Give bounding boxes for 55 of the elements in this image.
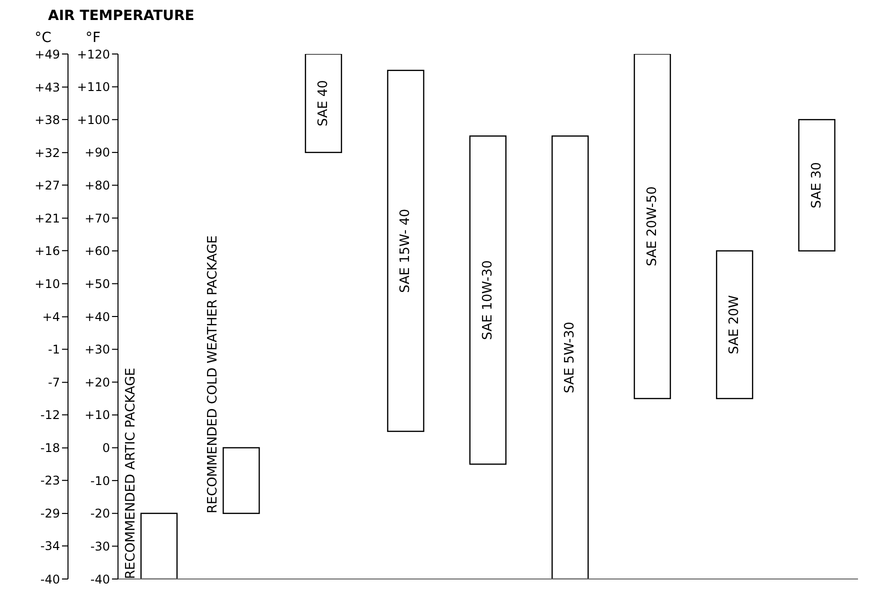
y-tick-label: +100: [77, 112, 110, 127]
x-tick-label: SAE 40: [316, 80, 331, 126]
x-tick-label: SAE 20W: [727, 295, 742, 354]
bar: [222, 447, 260, 514]
y-tick-label: +10: [84, 408, 110, 422]
y-tick-label: +90: [84, 146, 110, 160]
y-tick-label: -10: [90, 474, 110, 488]
bar: [716, 250, 754, 400]
y2-tick-label: +4: [42, 310, 60, 324]
bar: [552, 135, 589, 579]
bar: [469, 135, 507, 465]
y-tick-label: 0: [102, 441, 110, 456]
y-tick-label: +40: [84, 310, 110, 324]
y-tick-label: +60: [84, 244, 110, 258]
y2-tick-label: -1: [48, 342, 60, 357]
y2-tick-label: +16: [34, 244, 60, 258]
y2-tick-label: +27: [34, 178, 60, 192]
bar: [798, 119, 836, 252]
bar: [387, 70, 424, 432]
y2-tick-label: +38: [34, 112, 60, 127]
y2-tick-label: +10: [34, 276, 60, 291]
x-tick-label: RECOMMENDED COLD WEATHER PACKAGE: [206, 235, 221, 514]
y2-tick-label: +43: [34, 80, 60, 94]
x-tick-label: SAE 5W-30: [562, 322, 578, 394]
chart-title: AIR TEMPERATURE: [47, 8, 196, 24]
y-tick-label: +70: [84, 211, 110, 226]
bar: [140, 512, 178, 579]
y-axis-title: °F: [85, 30, 101, 46]
y-tick-label: +80: [84, 178, 110, 193]
x-tick-label: RECOMMENDED ARTIC PACKAGE: [124, 368, 139, 579]
x-tick-label: SAE 30: [809, 162, 824, 208]
y2-tick-label: -34: [40, 539, 60, 554]
y2-tick-label: +32: [34, 146, 60, 160]
y2-tick-label: -7: [48, 376, 60, 390]
x-tick-label: SAE 15W- 40: [398, 208, 414, 293]
y2-tick-label: +21: [34, 211, 60, 226]
y2-tick-label: +49: [34, 47, 60, 62]
y-tick-label: +50: [84, 276, 110, 291]
y-tick-label: -20: [90, 506, 110, 521]
y2-axis-title: °C: [34, 30, 52, 46]
y-tick-label: +20: [84, 375, 110, 390]
y-tick-label: +120: [77, 47, 110, 62]
bar: [634, 54, 671, 400]
y-tick-label: +30: [84, 342, 110, 357]
y-tick-label: -30: [90, 539, 110, 554]
y2-tick-label: -12: [40, 408, 60, 422]
y2-tick-label: -18: [40, 441, 60, 456]
y2-tick-label: -29: [40, 506, 60, 521]
y-tick-label: -40: [90, 572, 110, 586]
y2-tick-label: -23: [40, 474, 60, 488]
x-tick-label: SAE 10W-30: [480, 260, 496, 340]
bar: [304, 54, 342, 154]
y-tick-label: +110: [77, 80, 110, 94]
x-tick-label: SAE 20W-50: [644, 186, 660, 266]
y2-tick-label: -40: [40, 572, 60, 586]
